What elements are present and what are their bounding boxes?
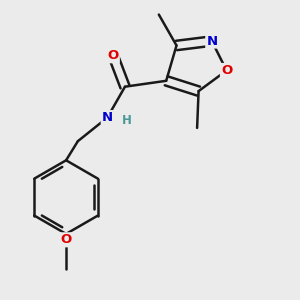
Text: O: O xyxy=(61,233,72,246)
Text: N: N xyxy=(102,111,113,124)
Text: H: H xyxy=(122,114,131,127)
Text: N: N xyxy=(206,34,218,48)
Text: O: O xyxy=(108,49,119,62)
Text: O: O xyxy=(221,64,232,77)
